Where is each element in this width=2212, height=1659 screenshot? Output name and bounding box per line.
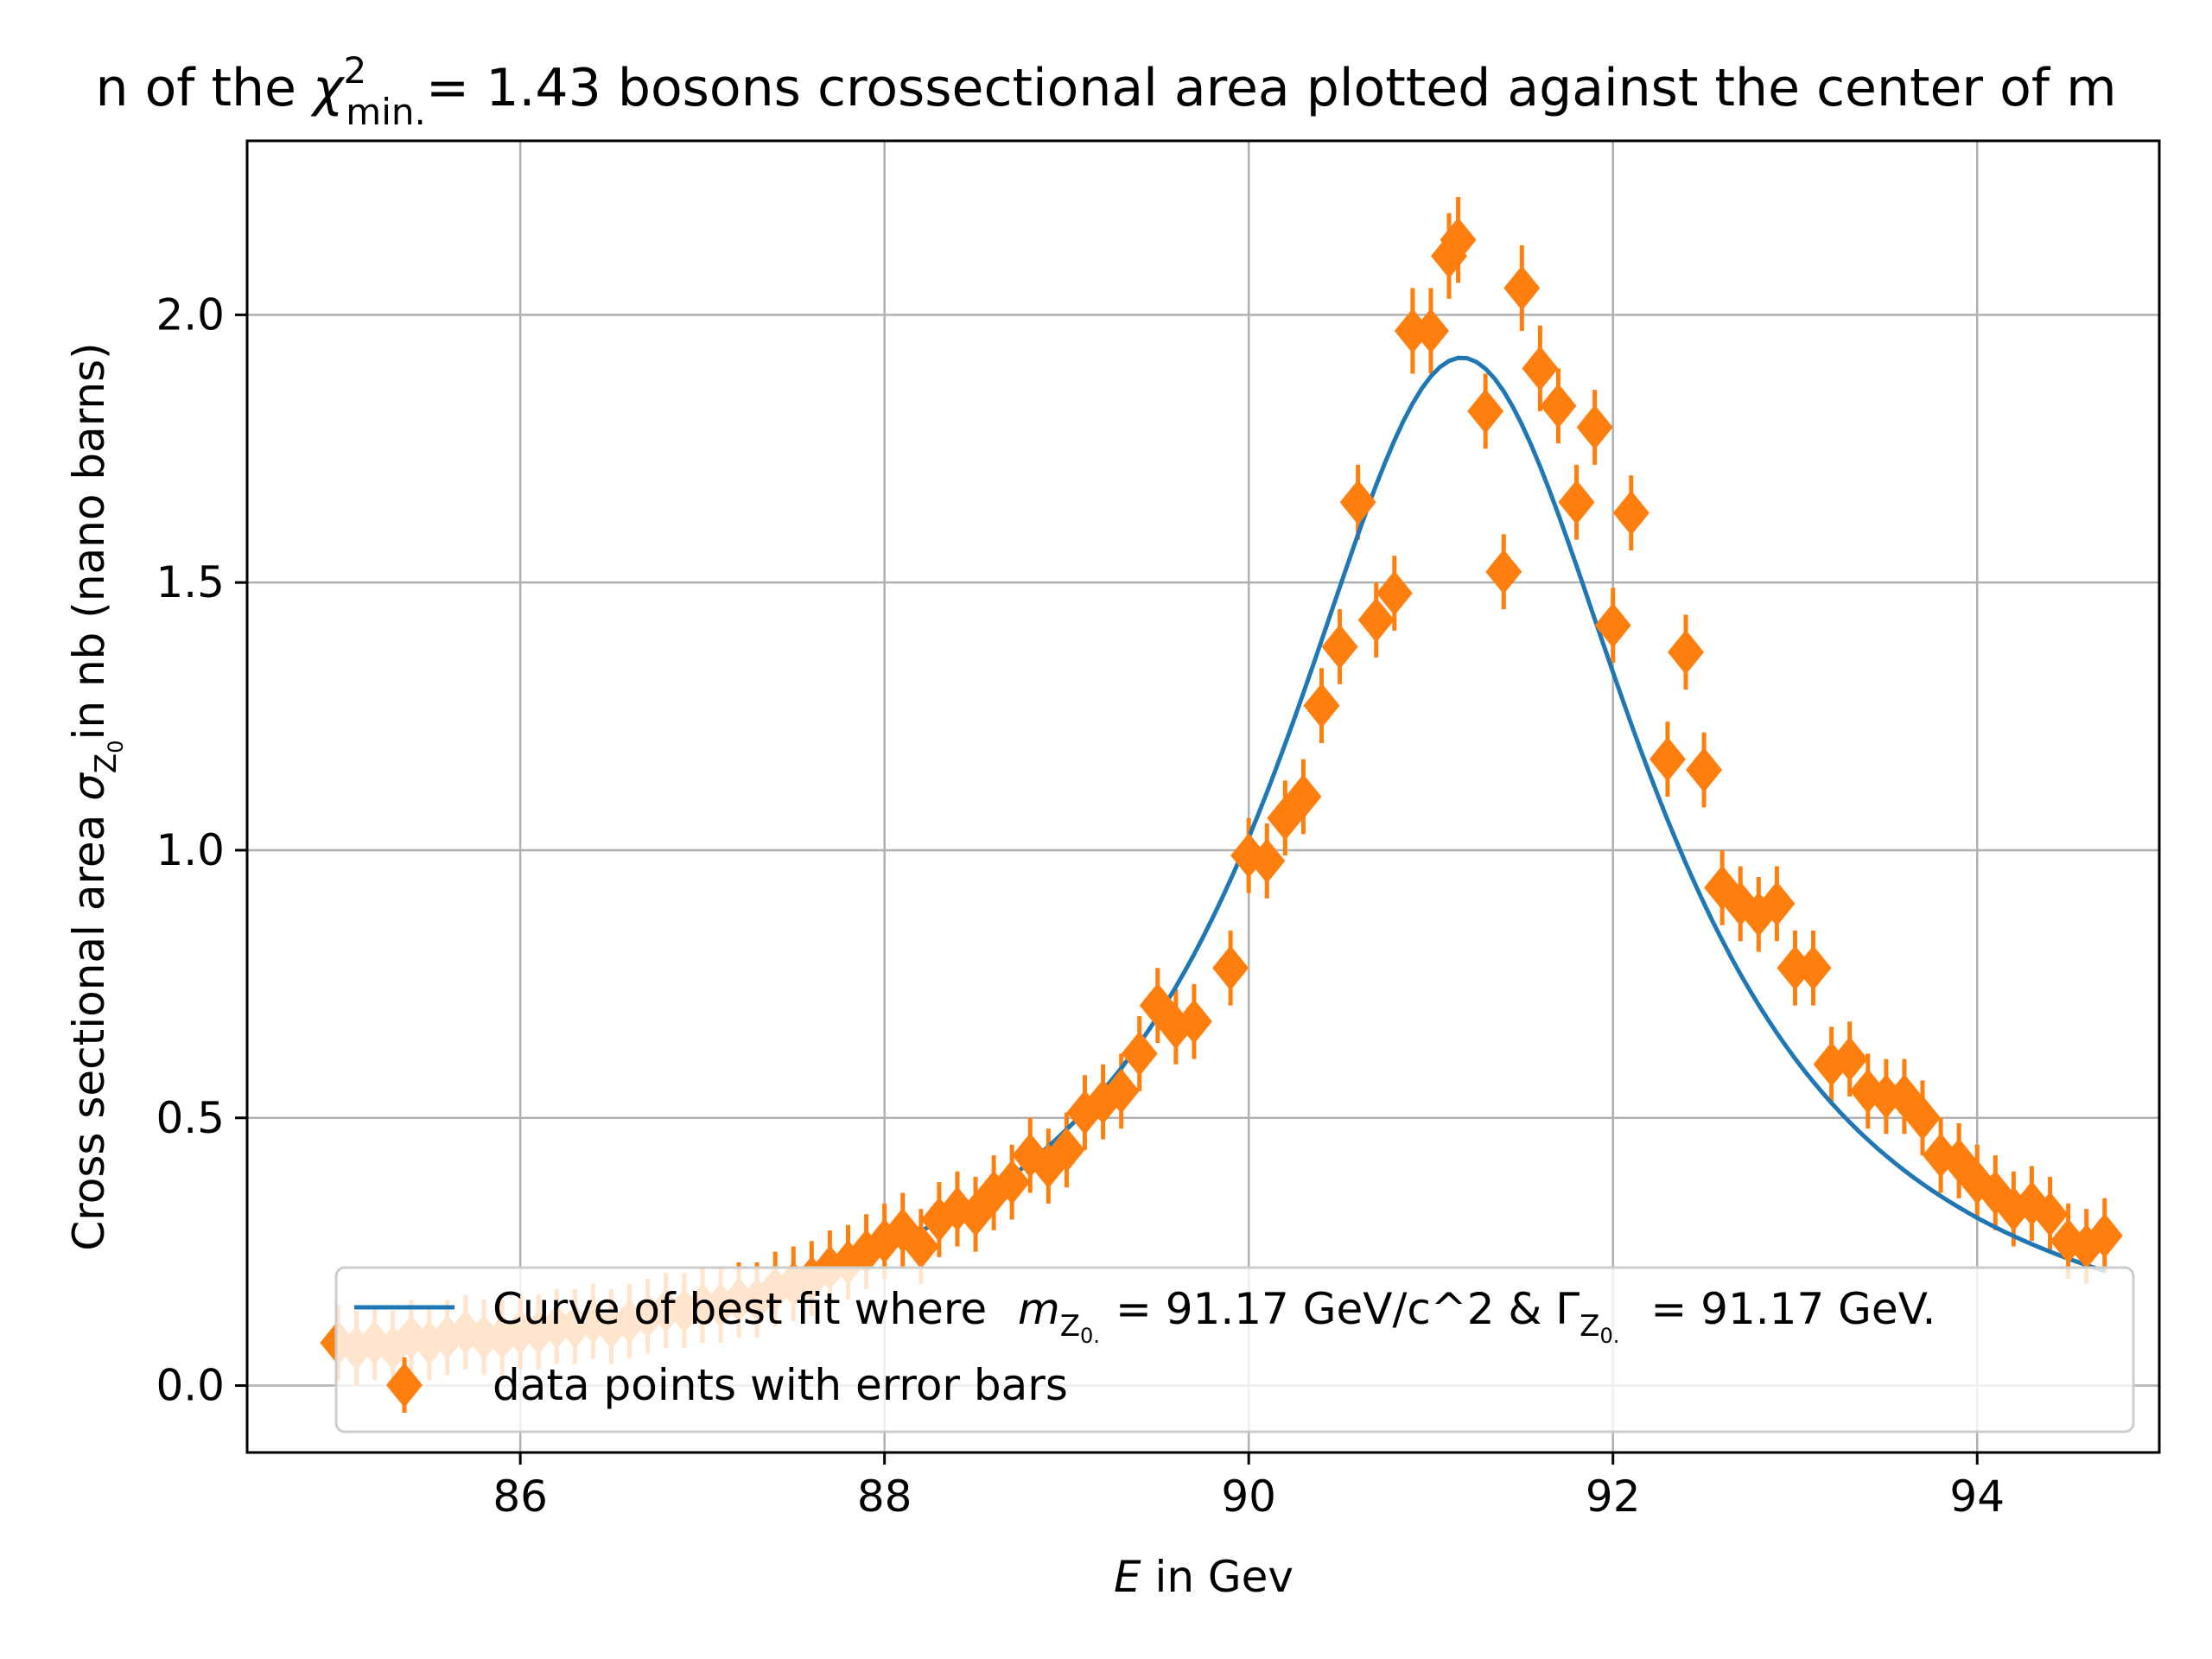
data-point — [1394, 308, 1431, 353]
data-point — [1440, 217, 1477, 263]
y-tick-label: 2.0 — [156, 289, 225, 340]
data-point — [1048, 1127, 1085, 1173]
x-tick-label: 88 — [857, 1471, 912, 1522]
y-tick-label: 0.0 — [156, 1361, 225, 1411]
data-point — [1576, 404, 1613, 450]
data-point — [1103, 1068, 1140, 1114]
data-point — [994, 1160, 1031, 1205]
data-point — [1558, 480, 1595, 525]
y-axis-label: Cross sectional area σZ0in nb (nano barn… — [64, 342, 128, 1250]
data-point — [1777, 945, 1814, 991]
legend-box — [334, 1266, 2135, 1433]
data-point — [1249, 838, 1286, 884]
y-tick-label: 1.5 — [156, 557, 225, 607]
data-point — [1649, 736, 1686, 782]
data-point — [1339, 480, 1376, 525]
data-point — [902, 1224, 939, 1269]
x-tick-label: 92 — [1586, 1471, 1641, 1522]
chart-title: n of the χ2 min.= 1.43 bosons crossection… — [95, 49, 2116, 133]
y-axis: 0.0 0.5 1.0 1.5 2.0 — [156, 289, 247, 1411]
plot-frame — [245, 139, 2161, 1454]
data-point — [1175, 999, 1212, 1045]
data-point — [1212, 945, 1249, 991]
data-point — [1686, 747, 1723, 793]
data-point — [1831, 1036, 1868, 1082]
data-point — [1467, 388, 1504, 434]
x-tick-label: 90 — [1221, 1471, 1276, 1522]
data-point — [2031, 1192, 2069, 1237]
x-axis: 86 88 90 92 94 — [493, 1452, 2005, 1522]
data-point — [1121, 1031, 1158, 1077]
y-tick-label: 0.5 — [156, 1093, 225, 1143]
data-point — [2086, 1213, 2123, 1259]
x-axis-label: E in Gev — [1114, 1552, 1294, 1602]
data-point — [1594, 602, 1631, 648]
data-point — [1904, 1095, 1942, 1141]
data-point — [1540, 383, 1577, 429]
y-tick-label: 1.0 — [156, 825, 225, 875]
data-point — [1357, 597, 1395, 643]
x-tick-label: 86 — [493, 1471, 548, 1522]
data-point — [1668, 629, 1705, 675]
data-point — [1303, 683, 1340, 728]
data-point — [1522, 346, 1559, 391]
data-point — [1867, 1073, 1904, 1119]
data-point — [1795, 945, 1832, 991]
data-point — [1758, 880, 1796, 926]
data-point — [1321, 624, 1358, 670]
legend-fit-label: Curve of best fit where mZ0.= 91.17 GeV/… — [493, 1284, 1936, 1348]
data-point — [1376, 570, 1413, 616]
legend: Curve of best fit where mZ0.= 91.17 GeV/… — [334, 1266, 2135, 1433]
data-point — [1612, 490, 1649, 536]
data-point — [1503, 265, 1541, 311]
x-tick-label: 94 — [1949, 1471, 2005, 1522]
data-point — [1285, 774, 1322, 819]
legend-points-label: data points with error bars — [493, 1360, 1068, 1410]
data-point — [1485, 549, 1522, 594]
data-point — [1412, 308, 1449, 353]
